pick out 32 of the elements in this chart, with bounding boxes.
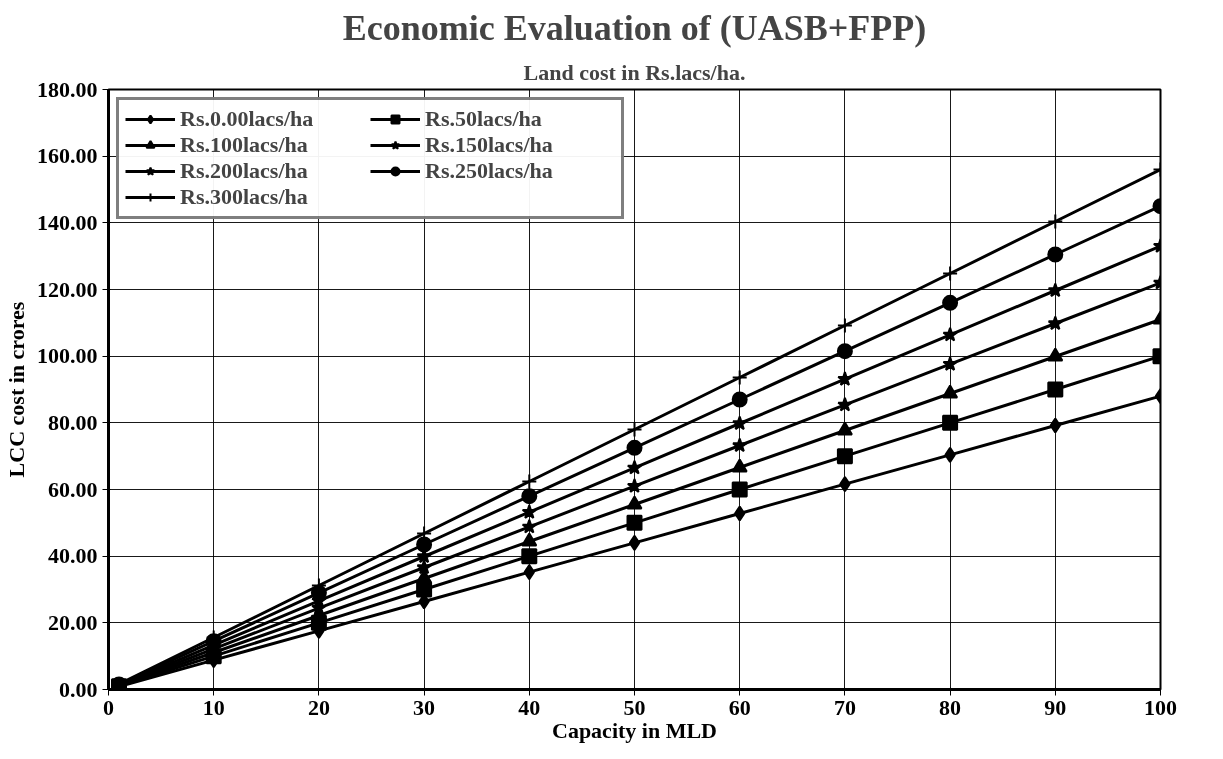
y-tick-label: 160.00: [37, 143, 98, 169]
legend-label: Rs.0.00lacs/ha: [180, 106, 315, 132]
x-tick-label: 10: [202, 694, 225, 720]
x-tick-label: 60: [728, 694, 751, 720]
y-tick-label: 140.00: [37, 209, 98, 235]
x-tick-label: 70: [833, 694, 856, 720]
y-tick-label: 180.00: [37, 76, 98, 102]
y-tick-label: 60.00: [48, 476, 98, 502]
x-tick-label: 40: [518, 694, 541, 720]
legend-label: Rs.250lacs/ha: [425, 158, 554, 184]
y-tick-label: 100.00: [37, 343, 98, 369]
chart-title: Economic Evaluation of (UASB+FPP): [342, 7, 927, 48]
y-tick-label: 0.00: [59, 676, 98, 702]
legend-label: Rs.300lacs/ha: [180, 184, 309, 210]
y-tick-label: 80.00: [48, 409, 98, 435]
x-tick-label: 50: [623, 694, 646, 720]
x-tick-label: 20: [307, 694, 330, 720]
y-tick-label: 120.00: [37, 276, 98, 302]
y-tick-label: 40.00: [48, 543, 98, 569]
legend-label: Rs.100lacs/ha: [180, 132, 309, 158]
legend-label: Rs.50lacs/ha: [425, 106, 543, 132]
x-tick-label: 90: [1044, 694, 1067, 720]
legend-label: Rs.150lacs/ha: [425, 132, 554, 158]
chart-subtitle: Land cost in Rs.lacs/ha.: [523, 59, 746, 85]
x-axis-title: Capacity in MLD: [552, 717, 717, 743]
x-tick-label: 0: [103, 694, 114, 720]
x-tick-label: 80: [939, 694, 962, 720]
y-tick-label: 20.00: [48, 609, 98, 635]
x-tick-label: 30: [413, 694, 436, 720]
y-axis-title: LCC cost in crores: [4, 301, 29, 478]
x-tick-label: 100: [1144, 694, 1177, 720]
legend-label: Rs.200lacs/ha: [180, 158, 309, 184]
